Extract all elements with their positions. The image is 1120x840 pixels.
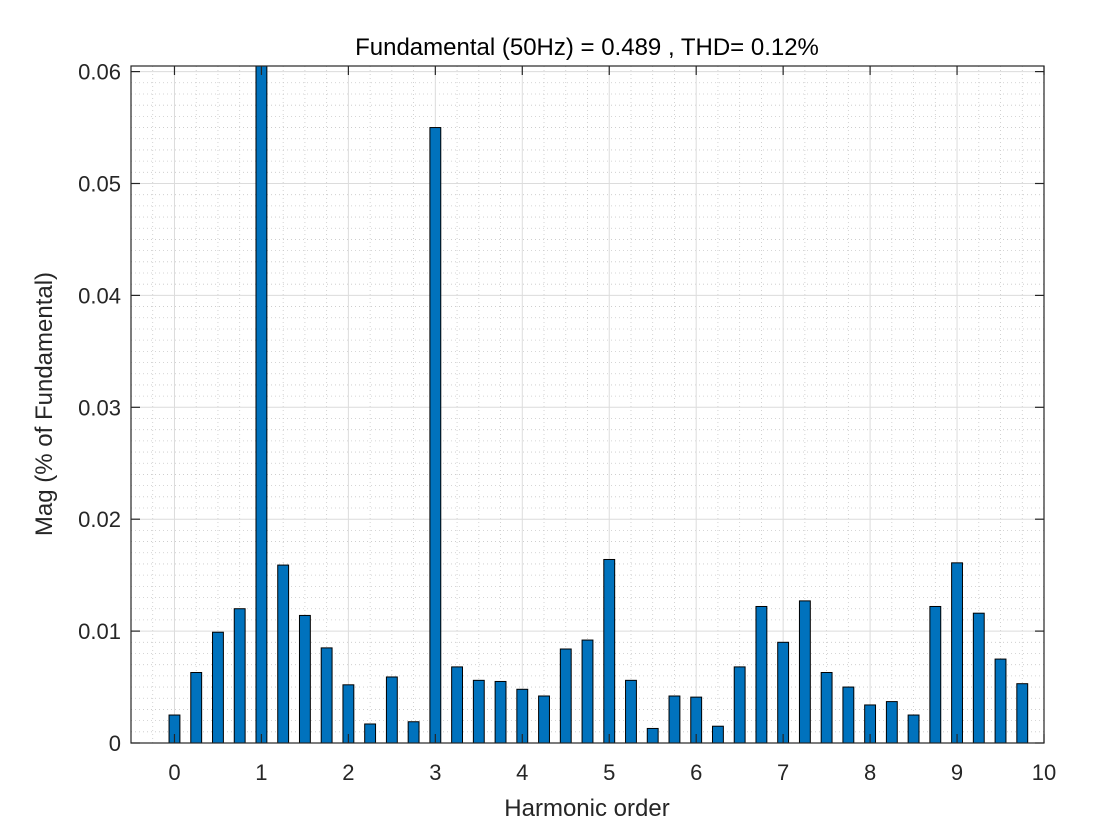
y-tick-label: 0.02 — [78, 507, 121, 532]
bar — [407, 721, 420, 744]
bar — [472, 679, 485, 744]
x-tick-label: 3 — [429, 760, 441, 785]
bars — [168, 65, 1029, 744]
bar — [212, 631, 224, 744]
bar — [994, 658, 1007, 744]
x-tick-label: 5 — [603, 760, 615, 785]
x-tick-label: 0 — [168, 760, 180, 785]
bar — [798, 600, 811, 744]
bar — [972, 612, 985, 744]
bar — [646, 727, 659, 744]
bar — [190, 672, 203, 744]
y-tick-label: 0.01 — [78, 619, 121, 644]
bar — [885, 701, 898, 744]
bar — [777, 641, 790, 744]
x-tick-label: 6 — [690, 760, 702, 785]
y-tick-label: 0.04 — [78, 283, 121, 308]
bar — [364, 723, 377, 744]
bar — [538, 695, 550, 744]
bar — [929, 605, 942, 744]
bar — [820, 672, 833, 744]
axis-ticks — [131, 66, 1045, 744]
bar — [603, 558, 616, 744]
bar — [494, 680, 507, 744]
x-tick-label: 8 — [864, 760, 876, 785]
plot-frame — [130, 65, 1045, 744]
bar — [755, 605, 768, 744]
bar — [298, 614, 311, 744]
bar — [668, 695, 681, 744]
y-tick-label: 0.03 — [78, 395, 121, 420]
minor-grid — [130, 66, 1044, 743]
x-tick-label: 9 — [951, 760, 963, 785]
bar — [581, 639, 594, 744]
bar — [277, 564, 290, 744]
y-tick-label: 0 — [109, 731, 121, 756]
bar — [733, 666, 746, 744]
y-tick-labels: 0 0.01 0.02 0.03 0.04 0.05 0.06 — [78, 60, 121, 756]
bar — [320, 647, 333, 744]
bar — [625, 679, 637, 744]
x-tick-label: 1 — [255, 760, 267, 785]
y-tick-label: 0.05 — [78, 171, 121, 196]
y-axis-title: Mag (% of Fundamental) — [31, 272, 58, 536]
x-tick-label: 2 — [342, 760, 354, 785]
bar — [711, 725, 724, 744]
bar — [233, 608, 246, 744]
x-tick-label: 4 — [516, 760, 528, 785]
bar — [1016, 683, 1029, 744]
bar — [451, 666, 464, 744]
y-tick-label: 0.06 — [78, 60, 121, 85]
bar — [559, 648, 572, 744]
x-axis-title: Harmonic order — [504, 795, 669, 822]
x-tick-label: 10 — [1032, 760, 1056, 785]
bar — [951, 562, 963, 744]
bar — [907, 714, 920, 744]
bar — [842, 686, 855, 744]
x-tick-labels: 0 1 2 3 4 5 6 7 8 9 10 — [168, 760, 1056, 785]
bar — [385, 676, 398, 744]
chart-title: Fundamental (50Hz) = 0.489 , THD= 0.12% — [355, 34, 819, 61]
bar — [255, 65, 268, 744]
x-tick-label: 7 — [777, 760, 789, 785]
bar — [429, 127, 442, 744]
